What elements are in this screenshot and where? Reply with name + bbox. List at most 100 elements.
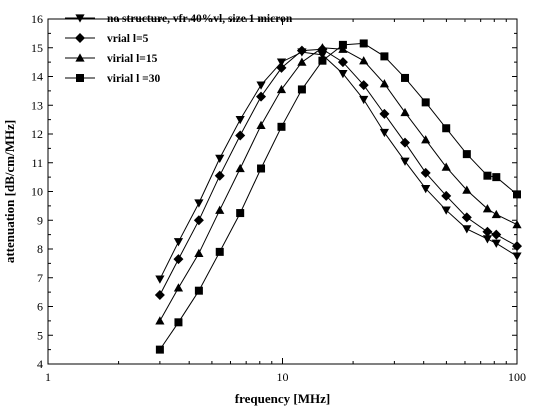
- legend-label: virial l =30: [107, 73, 160, 85]
- data-point: [276, 84, 287, 94]
- data-point: [400, 107, 410, 117]
- y-tick-label: 7: [37, 271, 43, 285]
- data-point: [296, 45, 307, 56]
- data-point: [379, 108, 390, 119]
- legend-label: vrial l=5: [107, 33, 149, 45]
- series: [154, 39, 522, 354]
- legend-item: virial l =30: [65, 73, 160, 85]
- data-point: [173, 283, 184, 292]
- data-point: [338, 69, 348, 79]
- series-3: [155, 43, 522, 325]
- data-point: [215, 154, 225, 164]
- data-point: [483, 171, 492, 180]
- data-point: [482, 235, 493, 244]
- data-point: [338, 40, 347, 49]
- data-point: [379, 79, 390, 88]
- data-point: [492, 173, 501, 182]
- data-point: [215, 247, 224, 256]
- series-line: [159, 42, 518, 350]
- data-point: [173, 238, 184, 247]
- y-tick-label: 8: [37, 242, 43, 256]
- data-point: [359, 56, 369, 65]
- data-point: [194, 286, 203, 295]
- series-4: [155, 39, 521, 354]
- data-point: [380, 52, 389, 61]
- legend-marker: [75, 33, 85, 43]
- data-point: [256, 81, 266, 90]
- data-point: [276, 58, 287, 67]
- data-point: [359, 95, 369, 105]
- data-point: [154, 290, 165, 300]
- data-point: [174, 318, 183, 327]
- y-axis-title: attenuation [dB/cm/MHz]: [2, 120, 17, 263]
- legend-label: virial l=15: [107, 53, 158, 65]
- data-point: [235, 115, 245, 125]
- data-point: [482, 226, 493, 237]
- data-point: [277, 122, 286, 131]
- data-point: [441, 190, 452, 201]
- data-point: [491, 229, 502, 240]
- legend-item: virial l=15: [65, 53, 158, 65]
- y-tick-label: 10: [31, 185, 43, 199]
- data-point: [462, 225, 472, 234]
- data-point: [256, 120, 266, 130]
- data-point: [482, 204, 493, 213]
- data-point: [462, 150, 471, 159]
- data-point: [491, 209, 501, 219]
- series-2: [154, 44, 522, 300]
- data-point: [400, 137, 411, 148]
- data-point: [400, 157, 410, 166]
- data-point: [491, 239, 501, 248]
- y-tick-label: 4: [37, 357, 43, 371]
- y-tick-label: 11: [31, 156, 43, 170]
- data-point: [155, 275, 165, 284]
- data-point: [441, 206, 451, 215]
- data-point: [318, 56, 327, 65]
- y-tick-label: 15: [31, 41, 43, 55]
- data-point: [379, 128, 390, 138]
- data-point: [155, 316, 165, 325]
- data-point: [317, 43, 328, 52]
- data-point: [359, 39, 368, 48]
- data-point: [297, 57, 307, 66]
- series-line: [159, 51, 518, 280]
- data-point: [276, 62, 287, 73]
- legend-marker: [75, 53, 85, 62]
- data-point: [421, 135, 431, 144]
- data-point: [173, 254, 184, 265]
- data-point: [214, 170, 225, 181]
- ticks: 4 5 6 7 8 9 10 11 12 13 14 15 16 1 10 100: [31, 12, 526, 384]
- data-point: [193, 215, 204, 226]
- legend-label: no structure, vfr 40%vl, size 1 micron: [107, 13, 293, 25]
- data-point: [256, 91, 267, 102]
- legend-marker: [76, 74, 84, 82]
- y-tick-label: 9: [37, 213, 43, 227]
- data-point: [421, 184, 431, 194]
- legend-item: vrial l=5: [65, 33, 149, 45]
- y-tick-label: 16: [31, 12, 43, 26]
- data-point: [297, 85, 306, 94]
- series-line: [159, 47, 518, 322]
- legend-item: no structure, vfr 40%vl, size 1 micron: [65, 13, 293, 25]
- data-point: [441, 162, 451, 171]
- data-point: [421, 98, 430, 107]
- legend-marker: [75, 14, 85, 23]
- data-point: [155, 345, 164, 354]
- data-point: [461, 212, 472, 223]
- data-point: [194, 248, 204, 257]
- data-point: [462, 185, 472, 194]
- data-point: [420, 167, 431, 178]
- x-tick-label: 100: [508, 370, 526, 384]
- y-tick-label: 6: [37, 300, 43, 314]
- plot-frame: [47, 18, 518, 365]
- data-point: [257, 164, 266, 173]
- data-point: [442, 124, 451, 133]
- y-tick-label: 12: [31, 127, 43, 141]
- data-point: [358, 80, 369, 91]
- x-tick-label: 10: [277, 370, 289, 384]
- x-tick-label: 1: [45, 370, 51, 384]
- data-point: [215, 205, 225, 214]
- series-1: [155, 48, 522, 284]
- data-point: [194, 199, 204, 208]
